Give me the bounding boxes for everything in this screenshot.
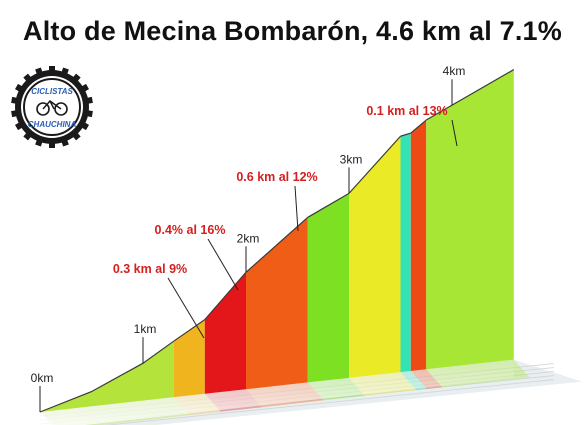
profile-segment-1: [40, 341, 174, 412]
annotation-pointer: [294, 185, 299, 232]
km-tick-label: 3km: [340, 152, 363, 166]
logo-line1: CICLISTAS: [31, 87, 73, 96]
gradient-annotation-label: 0.6 km al 12%: [236, 170, 317, 184]
profile-edge-1: [39, 340, 175, 413]
annotation-pointer: [451, 119, 458, 147]
profile-segment-8: [410, 120, 427, 371]
km-tick-label: 4km: [443, 64, 466, 78]
profile-segments: [39, 69, 515, 413]
profile-segment-6: [349, 136, 401, 378]
annotation-pointer: [167, 277, 205, 339]
floor-fade: [40, 359, 514, 425]
profile-edge-3: [204, 271, 247, 320]
bicycle-icon: [36, 102, 50, 116]
logo-line2: CHAUCHINA: [28, 120, 77, 129]
annotation-pointer: [207, 238, 239, 291]
ground-line: [104, 379, 554, 425]
profile-segment-4: [246, 217, 308, 390]
profile-segment-5: [307, 193, 349, 383]
profile-edge-7: [400, 132, 411, 137]
profile-edge-9: [425, 69, 515, 121]
cyclists-chauchina-logo: CICLISTAS CHAUCHINA: [11, 66, 93, 148]
km-tick-label: 1km: [134, 322, 157, 336]
km-tick-label: 2km: [237, 231, 260, 245]
km-tick-label: 0km: [31, 371, 54, 385]
gradient-annotation-label: 0.4% al 16%: [155, 223, 226, 237]
profile-segment-2: [173, 319, 205, 398]
profile-segment-7: [400, 133, 411, 373]
profile-edge-8: [410, 119, 427, 134]
gradient-annotations: 0.3 km al 9% 0.4% al 16% 0.6 km al 12% 0.1 …: [113, 104, 458, 339]
profile-edge-6: [348, 135, 401, 194]
profile-segment-9: [426, 69, 514, 370]
gradient-annotation-label: 0.3 km al 9%: [113, 262, 187, 276]
profile-edge-2: [173, 319, 206, 342]
profile-segment-3: [204, 272, 246, 394]
profile-edge-5: [307, 192, 350, 218]
chart-title: Alto de Mecina Bombarón, 4.6 km al 7.1%: [23, 16, 562, 46]
km-ticks: 0km 1km 2km 3km 4km: [31, 64, 466, 412]
profile-floor: [39, 359, 582, 425]
gradient-annotation-label: 0.1 km al 13%: [366, 104, 447, 118]
